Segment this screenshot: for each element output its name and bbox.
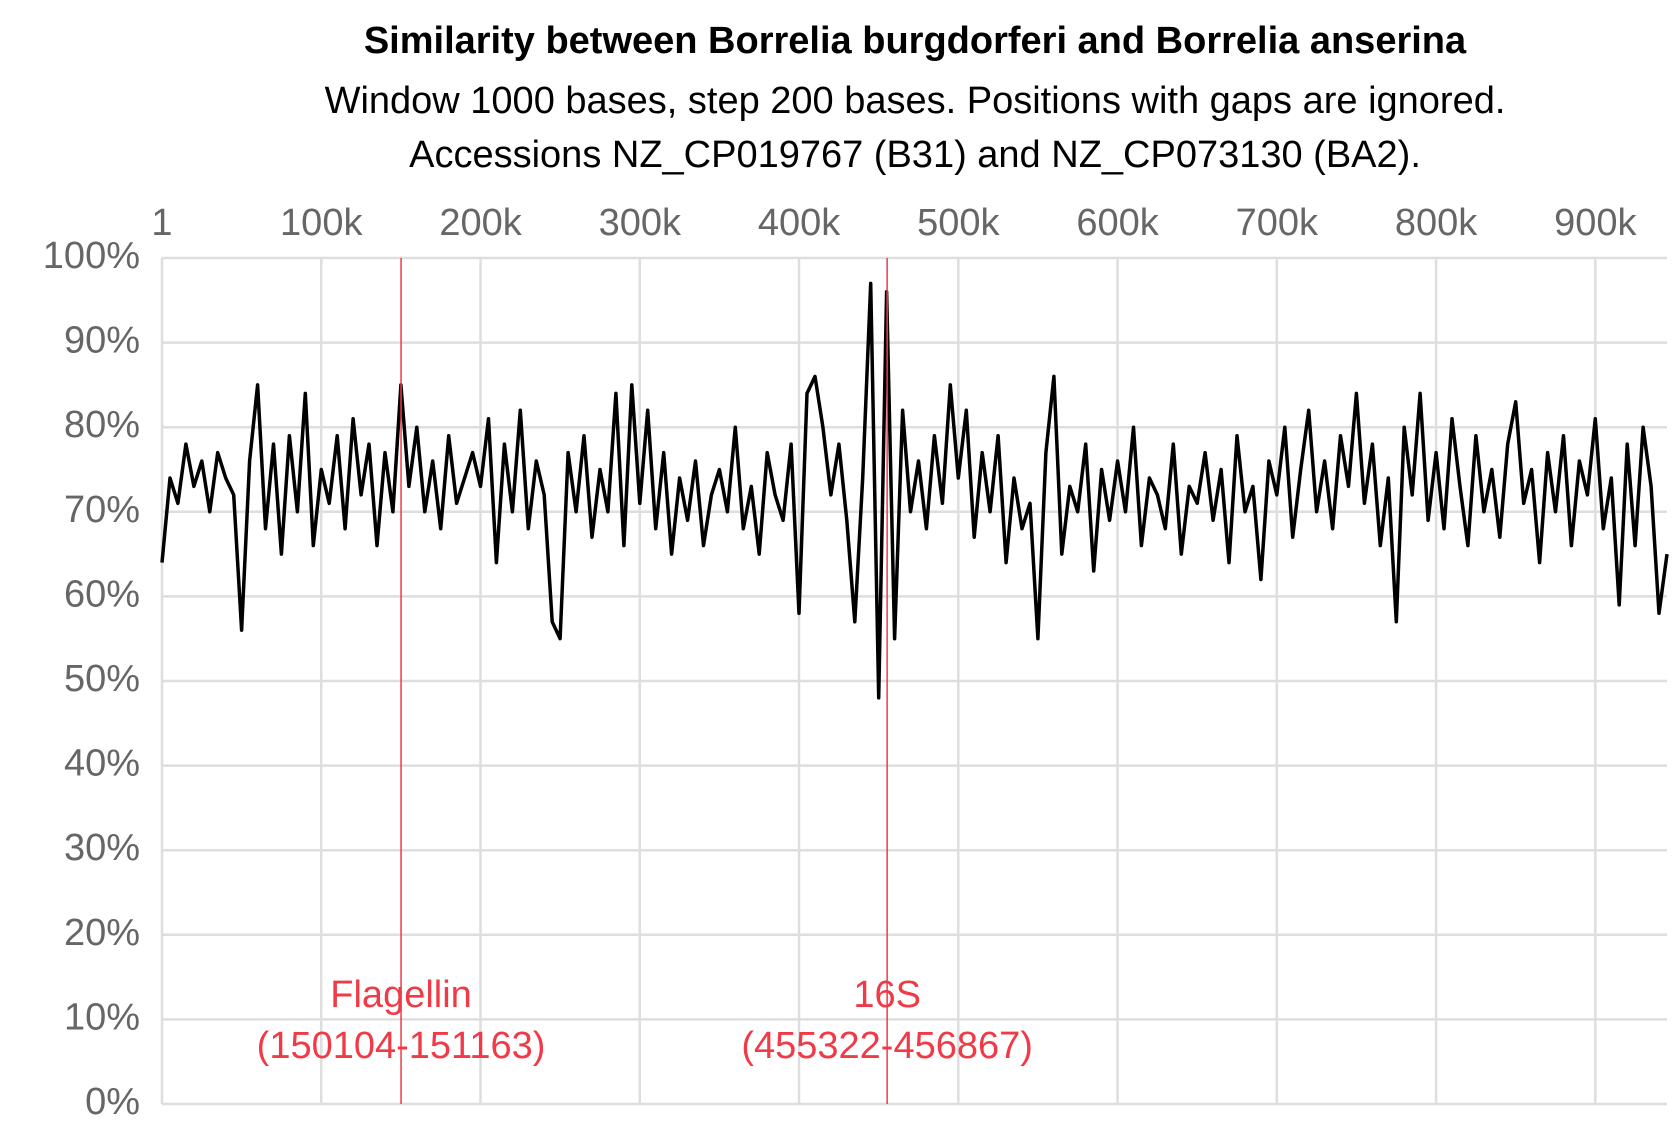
x-tick-label: 600k xyxy=(1076,202,1159,244)
x-tick-label: 500k xyxy=(917,202,1000,244)
y-tick-label: 50% xyxy=(64,658,140,700)
annotation-label: Flagellin xyxy=(330,974,472,1016)
annotation-range: (455322-456867) xyxy=(741,1025,1033,1067)
y-tick-label: 70% xyxy=(64,489,140,531)
data-line xyxy=(160,281,1669,700)
annotation-label: 16S xyxy=(853,974,921,1016)
x-tick-label: 900k xyxy=(1554,202,1637,244)
y-tick-label: 80% xyxy=(64,404,140,446)
y-tick-label: 20% xyxy=(64,912,140,954)
x-tick-label: 700k xyxy=(1236,202,1319,244)
x-tick-label: 1 xyxy=(151,202,172,244)
x-tick-label: 400k xyxy=(758,202,841,244)
y-tick-label: 30% xyxy=(64,827,140,869)
x-tick-label: 100k xyxy=(280,202,363,244)
y-tick-label: 0% xyxy=(85,1081,140,1123)
chart-title: Similarity between Borrelia burgdorferi … xyxy=(364,20,1467,62)
x-tick-label: 200k xyxy=(439,202,522,244)
y-tick-label: 10% xyxy=(64,996,140,1038)
y-tick-label: 60% xyxy=(64,573,140,615)
chart-subtitle: Accessions NZ_CP019767 (B31) and NZ_CP07… xyxy=(409,134,1421,176)
y-tick-label: 100% xyxy=(43,235,140,277)
x-tick-label: 800k xyxy=(1395,202,1478,244)
y-tick-label: 90% xyxy=(64,320,140,362)
chart-subtitle: Window 1000 bases, step 200 bases. Posit… xyxy=(325,80,1506,122)
y-tick-label: 40% xyxy=(64,743,140,785)
annotation-range: (150104-151163) xyxy=(257,1025,546,1067)
x-tick-label: 300k xyxy=(599,202,682,244)
